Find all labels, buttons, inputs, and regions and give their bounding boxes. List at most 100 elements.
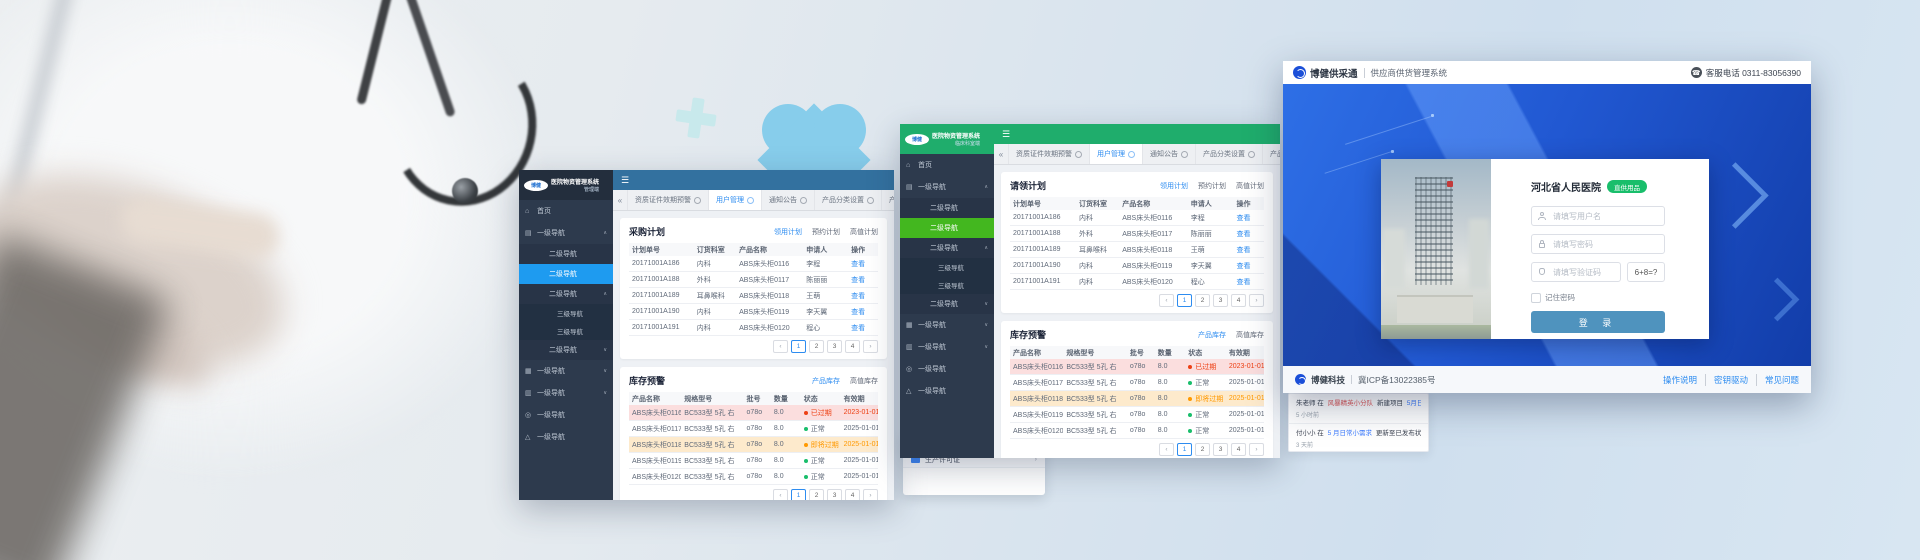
page-button[interactable]: 4 xyxy=(1231,294,1246,307)
next-page-button[interactable]: › xyxy=(1249,294,1264,307)
sidebar-item[interactable]: 三级导航 xyxy=(519,322,613,340)
view-link[interactable]: 查看 xyxy=(851,276,866,284)
tab[interactable]: 产品分类设置 xyxy=(1196,144,1263,164)
captcha-field[interactable] xyxy=(1531,262,1621,282)
sidebar-item[interactable]: △ 一级导航 xyxy=(519,426,613,448)
sidebar-item[interactable]: ⌂ 首页 xyxy=(519,200,613,222)
sidebar-item[interactable]: 三级导航 xyxy=(900,258,994,276)
sidebar-item[interactable]: ◎ 一级导航 xyxy=(900,358,994,380)
captcha-input[interactable] xyxy=(1551,266,1614,278)
login-button[interactable]: 登 录 xyxy=(1531,311,1665,333)
tab[interactable]: 用户管理 xyxy=(1090,144,1143,164)
sidebar-item[interactable]: 三级导航 xyxy=(900,276,994,294)
page-button[interactable]: 4 xyxy=(845,489,860,500)
captcha-question[interactable]: 6+8=? xyxy=(1627,262,1665,282)
remember-checkbox[interactable] xyxy=(1531,292,1541,303)
page-button[interactable]: 1 xyxy=(1177,443,1192,456)
footer-link[interactable]: 操作说明 xyxy=(1662,374,1697,385)
page-button[interactable]: 3 xyxy=(1213,294,1228,307)
tab[interactable]: 资质证件效期预警 xyxy=(628,190,709,210)
sidebar-item[interactable]: ▦ 一级导航 ∨ xyxy=(900,314,994,336)
view-link[interactable]: 查看 xyxy=(1236,246,1251,254)
menu-toggle-icon[interactable]: ☰ xyxy=(621,174,630,185)
password-field[interactable] xyxy=(1531,234,1665,254)
sidebar-item[interactable]: 二级导航 xyxy=(519,264,613,284)
plan-type-link[interactable]: 高值计划 xyxy=(850,228,878,236)
stock-type-link[interactable]: 产品库存 xyxy=(1198,331,1226,339)
footer-link[interactable]: 密钥驱动 xyxy=(1704,373,1748,386)
page-button[interactable]: 2 xyxy=(1195,443,1210,456)
tab[interactable]: 产品分类设置 xyxy=(815,190,882,210)
page-button[interactable]: 1 xyxy=(1177,294,1192,307)
sidebar-item[interactable]: 二级导航 ∨ xyxy=(519,340,613,360)
view-link[interactable]: 查看 xyxy=(1236,262,1251,270)
column-header: 订货科室 xyxy=(1079,200,1108,208)
sidebar-item-label: 三级导航 xyxy=(557,329,583,336)
page-button[interactable]: 4 xyxy=(845,340,860,353)
prev-page-button[interactable]: ‹ xyxy=(1159,443,1174,456)
page-button[interactable]: 3 xyxy=(827,489,842,500)
sidebar-item[interactable]: 二级导航 xyxy=(519,244,613,264)
stock-type-link[interactable]: 高值库存 xyxy=(1236,331,1264,339)
page-button[interactable]: 2 xyxy=(809,489,824,500)
next-page-button[interactable]: › xyxy=(863,340,878,353)
tab[interactable]: 产品出库 xyxy=(882,190,894,210)
view-link[interactable]: 查看 xyxy=(851,260,866,268)
menu-toggle-icon[interactable]: ☰ xyxy=(1002,128,1011,139)
collapse-tabs-icon[interactable]: « xyxy=(613,190,628,210)
sidebar-item[interactable]: 二级导航 ∧ xyxy=(519,284,613,304)
sidebar-item[interactable]: ▥ 一级导航 ∨ xyxy=(900,336,994,358)
page-button[interactable]: 3 xyxy=(1213,443,1228,456)
view-link[interactable]: 查看 xyxy=(851,292,866,300)
page-button[interactable]: 2 xyxy=(809,340,824,353)
tab[interactable]: 通知公告 xyxy=(762,190,815,210)
sidebar-item[interactable]: 二级导航 xyxy=(900,198,994,218)
page-button[interactable]: 1 xyxy=(791,340,806,353)
plan-type-link[interactable]: 预约计划 xyxy=(1198,182,1226,190)
sidebar-item[interactable]: 二级导航 ∨ xyxy=(900,294,994,314)
page-button[interactable]: 3 xyxy=(827,340,842,353)
page-button[interactable]: 4 xyxy=(1231,443,1246,456)
plan-type-link[interactable]: 领用计划 xyxy=(1160,182,1188,190)
next-page-button[interactable]: › xyxy=(863,489,878,500)
view-link[interactable]: 查看 xyxy=(851,324,866,332)
feed-link[interactable]: 风暴精英小分队 xyxy=(1327,400,1374,407)
sidebar-item[interactable]: ◎ 一级导航 xyxy=(519,404,613,426)
stock-type-link[interactable]: 高值库存 xyxy=(850,377,878,385)
page-button[interactable]: 1 xyxy=(791,489,806,500)
sidebar-item[interactable]: 二级导航 xyxy=(900,218,994,238)
tab[interactable]: 通知公告 xyxy=(1143,144,1196,164)
sidebar-item[interactable]: ▦ 一级导航 ∨ xyxy=(519,360,613,382)
tab[interactable]: 产品出库 xyxy=(1263,144,1280,164)
view-link[interactable]: 查看 xyxy=(1236,214,1251,222)
collapse-tabs-icon[interactable]: « xyxy=(994,144,1009,164)
next-page-button[interactable]: › xyxy=(1249,443,1264,456)
stock-type-link[interactable]: 产品库存 xyxy=(812,377,840,385)
plan-type-link[interactable]: 预约计划 xyxy=(812,228,840,236)
sidebar-item[interactable]: △ 一级导航 xyxy=(900,380,994,402)
page-button[interactable]: 2 xyxy=(1195,294,1210,307)
sidebar-item[interactable]: ▤ 一级导航 ∧ xyxy=(900,176,994,198)
sidebar-item[interactable]: 二级导航 ∧ xyxy=(900,238,994,258)
sidebar-item[interactable]: ⌂ 首页 xyxy=(900,154,994,176)
plan-type-link[interactable]: 高值计划 xyxy=(1236,182,1264,190)
applicant-cell: 程心 xyxy=(1190,278,1205,286)
prev-page-button[interactable]: ‹ xyxy=(773,489,788,500)
footer-link[interactable]: 常见问题 xyxy=(1755,373,1799,386)
username-field[interactable] xyxy=(1531,206,1665,226)
plan-type-link[interactable]: 领用计划 xyxy=(774,228,802,236)
username-input[interactable] xyxy=(1551,210,1658,222)
prev-page-button[interactable]: ‹ xyxy=(773,340,788,353)
view-link[interactable]: 查看 xyxy=(1236,230,1251,238)
view-link[interactable]: 查看 xyxy=(1236,278,1251,286)
tab[interactable]: 用户管理 xyxy=(709,190,762,210)
password-input[interactable] xyxy=(1551,238,1658,250)
feed-link[interactable]: 5 月日常小需求 xyxy=(1327,430,1373,437)
sidebar-item[interactable]: ▤ 一级导航 ∧ xyxy=(519,222,613,244)
prev-page-button[interactable]: ‹ xyxy=(1159,294,1174,307)
tab[interactable]: 资质证件效期预警 xyxy=(1009,144,1090,164)
sidebar-item[interactable]: ▥ 一级导航 ∨ xyxy=(519,382,613,404)
view-link[interactable]: 查看 xyxy=(851,308,866,316)
sidebar-item[interactable]: 三级导航 xyxy=(519,304,613,322)
